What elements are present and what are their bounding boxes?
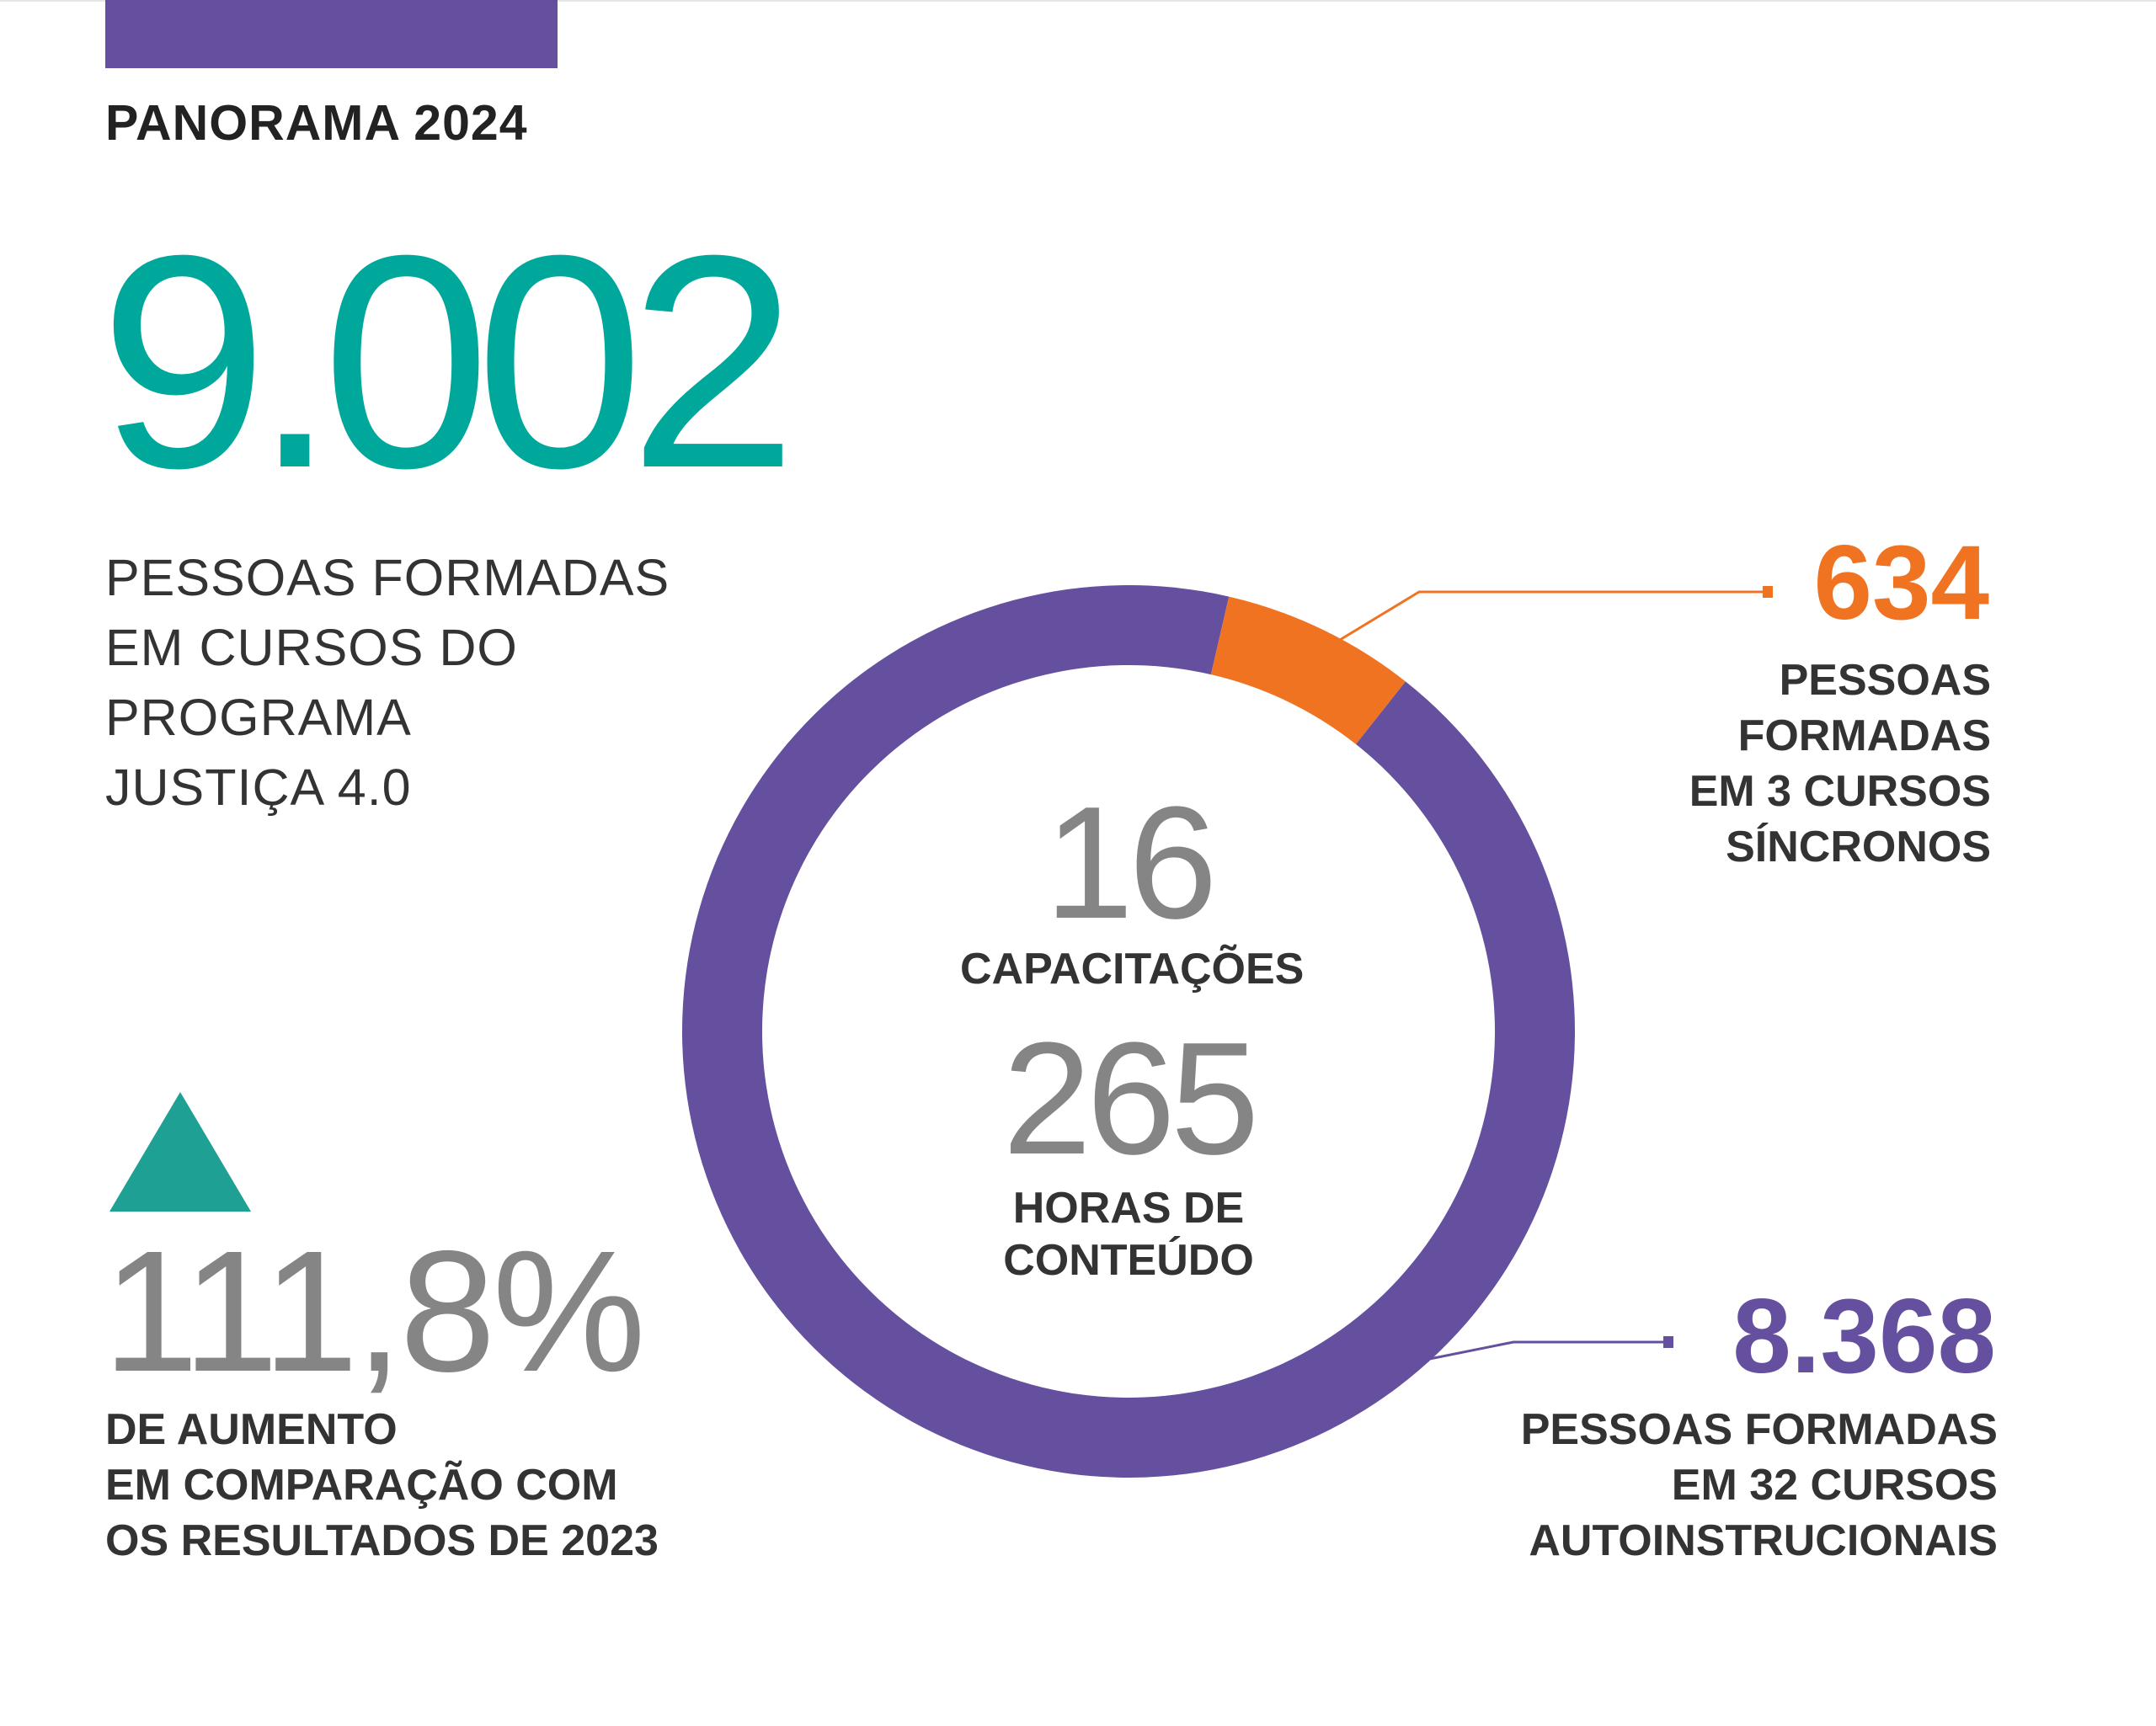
slice-sincronos (1210, 596, 1406, 744)
increase-value: 111,8% (103, 1215, 646, 1408)
horas-label: HORAS DE CONTEÚDO (960, 1182, 1297, 1287)
autoinstrucionais-caption-line: EM 32 CURSOS (1671, 1461, 1998, 1510)
increase-caption-line: EM COMPARAÇÃO COM (105, 1461, 618, 1510)
horas-value: 265 (1002, 1009, 1259, 1188)
autoinstrucionais-caption-line: AUTOINSTRUCIONAIS (1529, 1516, 1998, 1565)
leader-line-sincronos (1306, 590, 1763, 661)
total-value: 9.002 (99, 193, 798, 531)
accent-bar (105, 0, 558, 68)
sincronos-caption: PESSOAS FORMADAS EM 3 CURSOS SÍNCRONOS (1553, 653, 1991, 875)
page-title: PANORAMA 2024 (105, 95, 528, 151)
leader-line-autoinstrucionais (1398, 1340, 1663, 1366)
sincronos-caption-line: EM 3 CURSOS (1689, 767, 1991, 816)
increase-caption: DE AUMENTO EM COMPARAÇÃO COM OS RESULTAD… (105, 1402, 659, 1569)
total-caption-line: EM CURSOS DO (105, 619, 518, 676)
increase-caption-line: DE AUMENTO (105, 1405, 398, 1454)
top-divider (0, 0, 2156, 2)
sincronos-caption-line: FORMADAS (1737, 711, 1991, 760)
capacitacoes-label: CAPACITAÇÕES (960, 945, 1305, 994)
total-caption-line: JUSTIÇA 4.0 (105, 759, 412, 816)
capacitacoes-block: 16 CAPACITAÇÕES (960, 774, 1305, 995)
sincronos-caption-line: SÍNCRONOS (1726, 823, 1991, 871)
total-caption-line: PROGRAMA (105, 689, 412, 746)
leader-marker-sincronos (1763, 586, 1773, 598)
horas-label-line: CONTEÚDO (1003, 1236, 1254, 1285)
autoinstrucionais-caption: PESSOAS FORMADAS EM 32 CURSOS AUTOINSTRU… (1391, 1402, 1998, 1569)
total-caption-line: PESSOAS FORMADAS (105, 549, 670, 606)
autoinstrucionais-value: 8.368 (1732, 1278, 1996, 1395)
sincronos-value: 634 (1813, 525, 1989, 642)
horas-block: 265 HORAS DE CONTEÚDO (960, 1019, 1297, 1287)
sincronos-caption-line: PESSOAS (1779, 656, 1991, 705)
total-caption: PESSOAS FORMADAS EM CURSOS DO PROGRAMA J… (105, 543, 712, 823)
increase-arrow-icon (109, 1092, 251, 1212)
leader-marker-autoinstrucionais (1663, 1336, 1673, 1348)
horas-label-line: HORAS DE (1012, 1184, 1245, 1233)
increase-caption-line: OS RESULTADOS DE 2023 (105, 1516, 659, 1565)
capacitacoes-value: 16 (1044, 774, 1217, 952)
autoinstrucionais-caption-line: PESSOAS FORMADAS (1520, 1405, 1998, 1454)
